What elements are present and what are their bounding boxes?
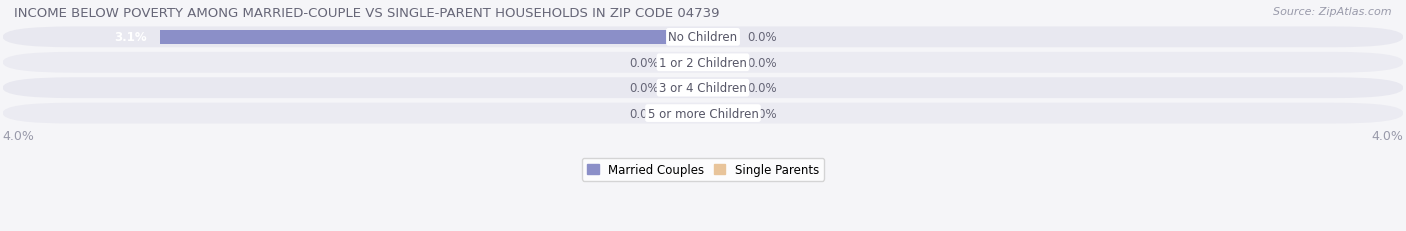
- FancyBboxPatch shape: [3, 103, 1403, 124]
- Text: 0.0%: 0.0%: [747, 57, 776, 70]
- Text: 0.0%: 0.0%: [747, 107, 776, 120]
- Text: 4.0%: 4.0%: [1371, 129, 1403, 142]
- Text: 0.0%: 0.0%: [630, 107, 659, 120]
- Text: No Children: No Children: [668, 31, 738, 44]
- Text: 5 or more Children: 5 or more Children: [648, 107, 758, 120]
- Text: Source: ZipAtlas.com: Source: ZipAtlas.com: [1274, 7, 1392, 17]
- Bar: [703, 107, 730, 121]
- Text: 4.0%: 4.0%: [3, 129, 35, 142]
- Bar: [160, 31, 703, 45]
- FancyBboxPatch shape: [3, 78, 1403, 99]
- FancyBboxPatch shape: [3, 53, 1403, 73]
- Text: 0.0%: 0.0%: [747, 31, 776, 44]
- Text: INCOME BELOW POVERTY AMONG MARRIED-COUPLE VS SINGLE-PARENT HOUSEHOLDS IN ZIP COD: INCOME BELOW POVERTY AMONG MARRIED-COUPL…: [14, 7, 720, 20]
- Legend: Married Couples, Single Parents: Married Couples, Single Parents: [582, 158, 824, 181]
- Text: 0.0%: 0.0%: [630, 82, 659, 95]
- FancyBboxPatch shape: [3, 27, 1403, 48]
- Bar: [703, 81, 730, 95]
- Bar: [703, 31, 730, 45]
- Text: 1 or 2 Children: 1 or 2 Children: [659, 57, 747, 70]
- Text: 0.0%: 0.0%: [630, 57, 659, 70]
- Bar: [676, 107, 703, 121]
- Bar: [676, 56, 703, 70]
- Bar: [703, 56, 730, 70]
- Text: 3 or 4 Children: 3 or 4 Children: [659, 82, 747, 95]
- Bar: [676, 81, 703, 95]
- Text: 0.0%: 0.0%: [747, 82, 776, 95]
- Text: 3.1%: 3.1%: [114, 31, 146, 44]
